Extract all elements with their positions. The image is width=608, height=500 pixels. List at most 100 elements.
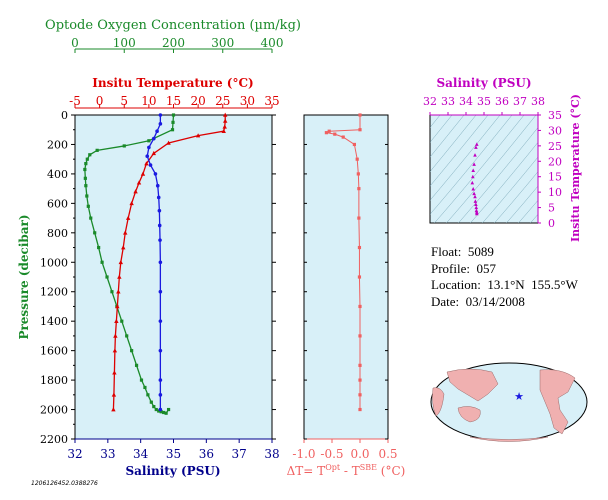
- ts-point: [473, 153, 477, 157]
- ts-y-tick-label: 20: [548, 155, 562, 168]
- float-location-marker: ★: [514, 390, 524, 403]
- salinity-axis: 32 33 34 35 36 37 38: [67, 438, 280, 461]
- ts-point: [471, 187, 475, 191]
- temperature-point: [115, 304, 120, 309]
- temperature-point: [111, 407, 116, 412]
- temperature-point: [223, 118, 228, 123]
- delta-point: [358, 378, 362, 382]
- oxygen-point: [130, 349, 134, 353]
- ts-x-tick-label: 32: [423, 95, 437, 108]
- temperature-point: [223, 112, 228, 117]
- oxygen-point: [83, 176, 87, 180]
- oxygen-point: [154, 407, 158, 412]
- world-map: ★: [430, 362, 588, 442]
- oxygen-point: [85, 194, 89, 198]
- pressure-tick-label: 200: [47, 138, 68, 151]
- oxygen-point: [171, 120, 175, 124]
- ts-y-tick-label: 35: [548, 109, 562, 122]
- x-tick-label: 38: [264, 447, 279, 461]
- oxygen-point: [171, 113, 176, 117]
- delta-point: [357, 216, 361, 220]
- oxygen-point: [170, 128, 175, 132]
- oxygen-point: [166, 407, 171, 412]
- oxygen-point: [83, 167, 87, 172]
- pressure-tick-label: 1200: [40, 286, 68, 299]
- x-tick-label: 0: [71, 36, 79, 50]
- delta-tick-label: 0.0: [350, 447, 369, 461]
- footer-id: 1206126452.0388276: [31, 480, 98, 487]
- oxygen-point: [120, 319, 124, 323]
- delta-point: [327, 129, 331, 133]
- oxygen-point: [86, 204, 90, 208]
- ts-salinity-axis: 32 33 34 35 36 37 38: [423, 95, 545, 116]
- temperature-point: [111, 392, 117, 397]
- x-tick-label: 30: [240, 94, 255, 108]
- ts-point: [473, 194, 477, 199]
- temperature-axis-title: Insitu Temperature (°C): [92, 76, 253, 90]
- temperature-point: [133, 189, 138, 194]
- delta-point: [358, 304, 362, 309]
- ts-point: [474, 145, 478, 149]
- oxygen-point: [152, 405, 156, 409]
- pressure-tick-label: 2000: [40, 404, 68, 417]
- temperature-point: [113, 333, 118, 338]
- australia-landmass: [457, 406, 481, 423]
- pressure-axis-title: Pressure (decibar): [17, 214, 31, 339]
- salinity-point: [148, 163, 153, 167]
- main-series: [83, 112, 228, 415]
- oxygen-point: [149, 400, 153, 404]
- delta-point: [357, 275, 362, 279]
- date: Date: 03/14/2008: [431, 294, 525, 309]
- ts-x-tick-label: 36: [495, 95, 509, 108]
- ts-plot-area: [429, 114, 539, 224]
- x-tick-label: 34: [133, 447, 149, 461]
- salinity-point: [155, 183, 160, 188]
- temperature-point: [136, 180, 142, 185]
- temperature-point: [114, 318, 119, 323]
- temperature-point: [121, 245, 126, 250]
- salinity-point: [145, 154, 150, 159]
- salinity-point: [153, 172, 158, 176]
- ts-point: [471, 174, 475, 179]
- x-tick-label: 0: [96, 94, 104, 108]
- oxygen-point: [134, 363, 139, 367]
- oxygen-point: [110, 290, 114, 294]
- salinity-point: [157, 223, 162, 228]
- delta-x-axis: -1.0 -0.5 0.0 0.5: [292, 114, 398, 461]
- salinity-point: [158, 260, 163, 265]
- pressure-tick-label: 0: [61, 109, 68, 122]
- ts-y-tick-label: 15: [548, 171, 562, 184]
- delta-point: [358, 363, 362, 367]
- ts-point: [470, 180, 475, 185]
- x-tick-label: 36: [199, 447, 214, 461]
- oxygen-point: [97, 245, 101, 250]
- salinity-point: [158, 113, 163, 117]
- temperature-point: [123, 230, 128, 235]
- delta-point: [357, 245, 362, 250]
- ts-series: [470, 142, 479, 216]
- salinity-point: [158, 407, 163, 412]
- oxygen-axis: 0 100 200 300 400: [71, 36, 283, 53]
- delta-point: [352, 142, 356, 147]
- x-tick-label: 200: [162, 36, 185, 50]
- ts-x-tick-label: 34: [459, 95, 473, 108]
- pressure-axis: 0 200 400 600 800 1000 1200 1400 1600 1800 2000 220…: [40, 109, 276, 446]
- ts-title: Salinity (PSU): [436, 76, 531, 90]
- ts-point: [472, 162, 476, 166]
- temperature-point: [166, 140, 171, 145]
- x-tick-label: 5: [120, 94, 128, 108]
- delta-point: [358, 113, 362, 117]
- ts-y-title: Insitu Temperature (°C): [569, 94, 582, 242]
- ts-x-tick-label: 33: [441, 95, 455, 108]
- pressure-tick-label: 600: [47, 197, 68, 210]
- profile-number: Profile: 057: [431, 261, 496, 276]
- temperature-point: [195, 133, 201, 138]
- salinity-point: [158, 378, 163, 382]
- salinity-point: [152, 136, 156, 141]
- temperature-point: [116, 289, 121, 294]
- oxygen-point: [84, 162, 88, 166]
- main-plot-area: [74, 114, 273, 440]
- ts-point: [475, 211, 479, 216]
- x-tick-label: 400: [261, 36, 284, 50]
- x-tick-label: 37: [232, 447, 247, 461]
